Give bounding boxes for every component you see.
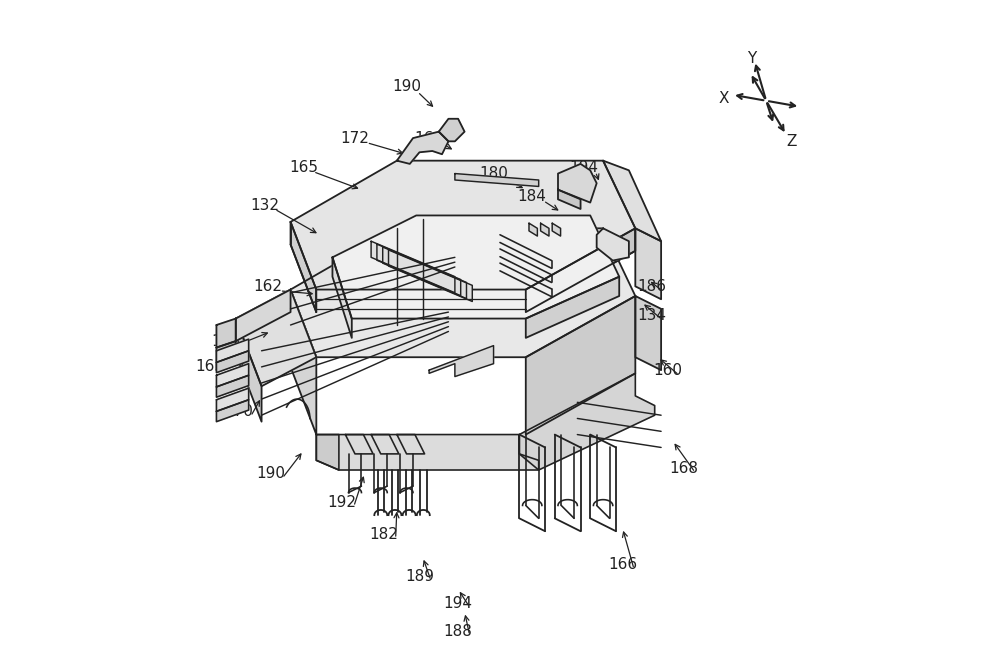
Polygon shape (455, 174, 539, 187)
Polygon shape (383, 247, 466, 298)
Text: 162: 162 (254, 279, 283, 294)
Text: 194: 194 (569, 160, 598, 175)
Text: 132: 132 (250, 198, 279, 213)
Text: 163: 163 (195, 359, 225, 374)
Polygon shape (603, 161, 661, 241)
Polygon shape (291, 222, 316, 312)
Polygon shape (529, 223, 537, 236)
Text: 182: 182 (370, 527, 398, 542)
Text: 166: 166 (608, 557, 637, 572)
Polygon shape (236, 289, 291, 341)
Polygon shape (216, 400, 249, 422)
Polygon shape (216, 363, 249, 387)
Polygon shape (291, 289, 316, 435)
Text: 160: 160 (653, 363, 682, 378)
Polygon shape (332, 215, 619, 318)
Polygon shape (236, 289, 316, 386)
Polygon shape (377, 244, 461, 296)
Polygon shape (558, 164, 597, 203)
Text: 186: 186 (637, 279, 666, 294)
Polygon shape (635, 296, 661, 370)
Polygon shape (236, 318, 262, 422)
Polygon shape (397, 132, 448, 164)
Text: Y: Y (747, 51, 756, 66)
Polygon shape (558, 190, 581, 209)
Text: 180: 180 (479, 166, 508, 181)
Polygon shape (439, 119, 465, 141)
Text: 172: 172 (341, 131, 369, 146)
Text: 190: 190 (257, 465, 286, 481)
Text: 134: 134 (637, 308, 666, 323)
Polygon shape (526, 296, 635, 435)
Text: X: X (719, 90, 730, 106)
Polygon shape (371, 241, 455, 292)
Polygon shape (316, 435, 339, 470)
Polygon shape (552, 223, 561, 236)
Polygon shape (597, 228, 629, 261)
Polygon shape (526, 228, 635, 312)
Polygon shape (541, 223, 549, 236)
Polygon shape (291, 228, 635, 358)
Text: 192: 192 (328, 495, 357, 510)
Text: 184: 184 (518, 188, 547, 203)
Polygon shape (216, 375, 249, 397)
Polygon shape (316, 435, 539, 470)
Text: Z: Z (787, 134, 797, 149)
Text: 190: 190 (392, 79, 421, 94)
Polygon shape (526, 277, 619, 338)
Polygon shape (371, 435, 399, 454)
Polygon shape (345, 435, 373, 454)
Text: 164: 164 (415, 131, 444, 146)
Polygon shape (332, 257, 352, 338)
Polygon shape (291, 161, 635, 289)
Polygon shape (519, 373, 655, 470)
Polygon shape (635, 228, 661, 299)
Text: 194: 194 (444, 596, 473, 611)
Text: 188: 188 (444, 623, 473, 638)
Polygon shape (216, 339, 249, 363)
Text: 168: 168 (669, 461, 698, 476)
Polygon shape (216, 388, 249, 411)
Text: 165: 165 (289, 160, 318, 175)
Polygon shape (216, 318, 236, 348)
Polygon shape (397, 435, 425, 454)
Text: 189: 189 (405, 569, 434, 584)
Polygon shape (216, 341, 236, 370)
Text: 130: 130 (212, 333, 241, 348)
Polygon shape (389, 250, 472, 302)
Polygon shape (429, 346, 494, 376)
Polygon shape (216, 351, 249, 372)
Text: 170: 170 (225, 404, 253, 419)
